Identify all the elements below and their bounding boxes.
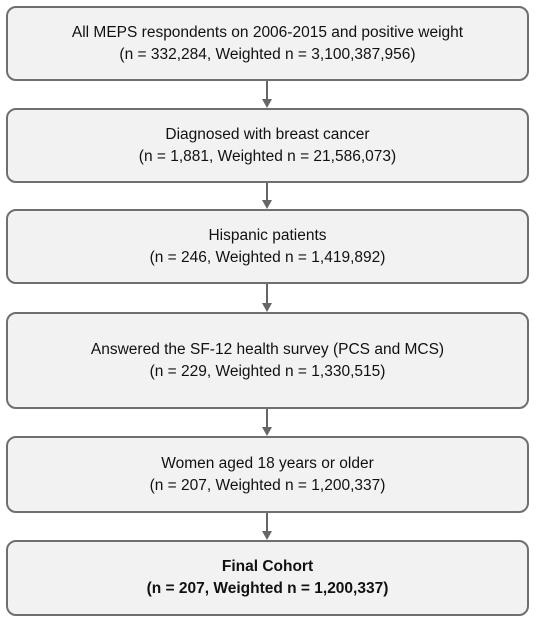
step-label: Hispanic patients (208, 226, 327, 244)
arrow-down-icon (262, 284, 272, 312)
arrow-down-icon (262, 409, 272, 436)
step-box-final-cohort: Final Cohort (n = 207, Weighted n = 1,20… (6, 540, 529, 616)
step-label: Women aged 18 years or older (161, 454, 374, 472)
step-box-hispanic: Hispanic patients (n = 246, Weighted n =… (6, 209, 529, 284)
arrow-down-icon (262, 81, 272, 108)
step-box-sf12-survey: Answered the SF-12 health survey (PCS an… (6, 312, 529, 409)
arrow-down-icon (262, 183, 272, 209)
arrow-down-icon (262, 513, 272, 540)
step-counts: (n = 1,881, Weighted n = 21,586,073) (138, 147, 397, 165)
step-counts: (n = 207, Weighted n = 1,200,337) (149, 476, 386, 494)
step-box-breast-cancer: Diagnosed with breast cancer (n = 1,881,… (6, 108, 529, 183)
step-label: Answered the SF-12 health survey (PCS an… (90, 340, 445, 358)
step-label: Final Cohort (221, 558, 314, 575)
step-counts: (n = 229, Weighted n = 1,330,515) (149, 362, 386, 380)
step-box-all-respondents: All MEPS respondents on 2006-2015 and po… (6, 6, 529, 81)
step-counts: (n = 332,284, Weighted n = 3,100,387,956… (119, 45, 416, 63)
step-box-women-18-plus: Women aged 18 years or older (n = 207, W… (6, 436, 529, 513)
step-counts: (n = 207, Weighted n = 1,200,337) (146, 580, 389, 597)
step-label: All MEPS respondents on 2006-2015 and po… (71, 23, 464, 41)
step-label: Diagnosed with breast cancer (165, 125, 370, 143)
step-counts: (n = 246, Weighted n = 1,419,892) (149, 248, 386, 266)
